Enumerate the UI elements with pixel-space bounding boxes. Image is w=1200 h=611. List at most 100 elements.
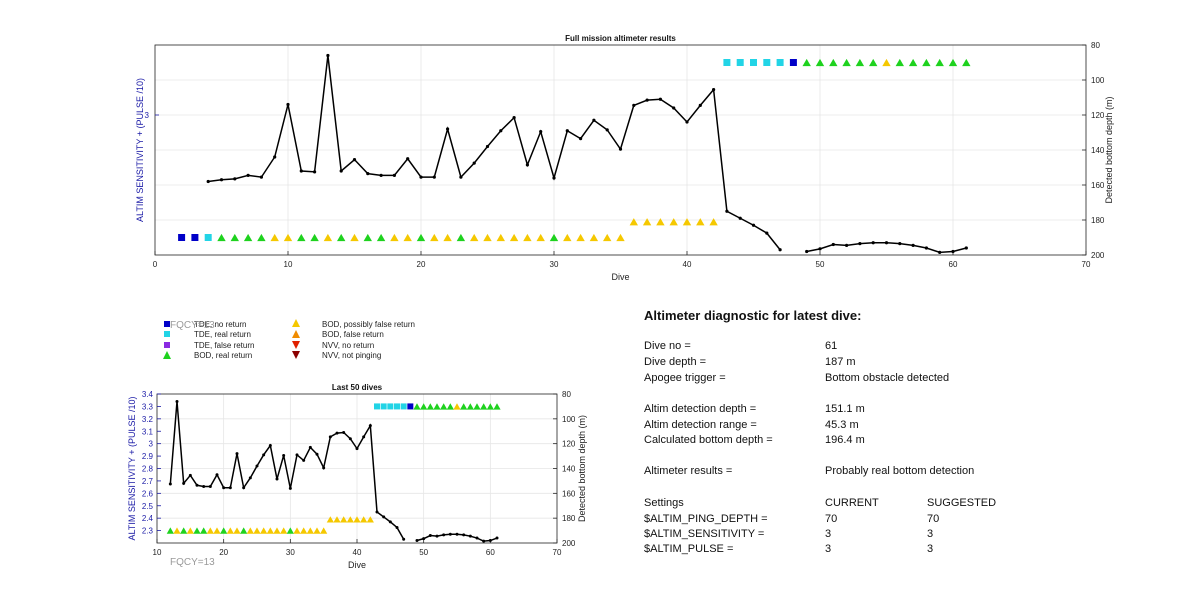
depth-point: [488, 539, 492, 543]
marker-bod-possibly-false: [353, 516, 361, 523]
x-tick-label: 10: [153, 548, 162, 557]
x-tick-label: 60: [486, 548, 495, 557]
right-axis-label: Detected bottom depth (m): [577, 415, 587, 522]
diag-label: Altimeter results =: [644, 465, 733, 477]
marker-tde-real-return: [736, 59, 744, 66]
marker-bod-real-return: [193, 527, 201, 534]
marker-bod-real-return: [486, 403, 494, 410]
right-tick-label: 140: [1091, 146, 1105, 155]
marker-tde-real-return: [763, 59, 771, 66]
depth-point: [698, 103, 702, 107]
marker-bod-possibly-false: [390, 233, 399, 242]
marker-bod-real-return: [420, 403, 428, 410]
marker-bod-possibly-false: [306, 527, 314, 534]
marker-tde-real-return: [394, 403, 400, 410]
setting-label: $ALTIM_PING_DEPTH =: [644, 513, 768, 525]
diag-value: 187 m: [825, 356, 856, 368]
diag-row-detection-depth: Altim detection depth = 151.1 m: [644, 403, 1184, 419]
setting-row-pulse: $ALTIM_PULSE = 3 3: [644, 543, 1184, 559]
depth-point: [286, 102, 290, 107]
depth-point: [898, 242, 902, 246]
right-tick-label: 80: [562, 390, 571, 399]
marker-bod-possibly-false: [186, 527, 194, 534]
marker-bod-real-return: [286, 527, 294, 534]
legend-symbol: [163, 351, 171, 359]
marker-bod-real-return: [240, 527, 248, 534]
depth-point: [432, 175, 436, 179]
depth-point: [313, 170, 317, 174]
depth-point: [605, 128, 609, 132]
depth-point: [455, 532, 459, 536]
suggested-header: SUGGESTED: [927, 497, 997, 509]
marker-bod-real-return: [220, 527, 228, 534]
left-tick-label: 2.6: [142, 489, 154, 498]
depth-point: [499, 129, 503, 133]
depth-point: [182, 481, 186, 485]
legend-symbol: [164, 331, 170, 337]
depth-point: [242, 486, 246, 490]
depth-point: [884, 241, 889, 245]
marker-bod-possibly-false: [642, 218, 652, 226]
marker-bod-possibly-false: [226, 527, 234, 534]
depth-point: [472, 161, 476, 165]
depth-point: [618, 147, 623, 151]
marker-bod-possibly-false: [313, 527, 321, 534]
diag-row-detection-range: Altim detection range = 45.3 m: [644, 419, 1184, 435]
marker-bod-real-return: [935, 58, 944, 67]
depth-point: [462, 533, 466, 537]
legend-label: TDE, no return: [194, 320, 247, 329]
fqcy-label: FQCY=13: [170, 557, 215, 568]
marker-bod-possibly-false: [430, 233, 439, 242]
depth-point: [248, 476, 252, 480]
marker-bod-real-return: [376, 233, 386, 242]
depth-point: [388, 520, 392, 524]
marker-bod-possibly-false: [233, 527, 241, 534]
x-tick-label: 20: [219, 548, 228, 557]
depth-point: [255, 464, 259, 468]
depth-point: [406, 157, 410, 161]
right-tick-label: 80: [1091, 41, 1100, 50]
depth-point: [379, 173, 383, 177]
diag-value: 61: [825, 340, 838, 352]
depth-point: [442, 533, 446, 537]
marker-bod-real-return: [426, 403, 434, 410]
depth-point: [188, 473, 192, 477]
marker-tde-no-return: [789, 59, 797, 66]
marker-bod-possibly-false: [346, 516, 354, 523]
marker-bod-possibly-false: [589, 233, 599, 242]
marker-bod-possibly-false: [213, 527, 221, 534]
marker-bod-possibly-false: [536, 233, 545, 242]
diag-row-apogee-trigger: Apogee trigger = Bottom obstacle detecte…: [644, 372, 1184, 388]
legend-symbol: [164, 342, 170, 348]
legend-label: BOD, real return: [194, 351, 253, 360]
marker-bod-real-return: [869, 58, 878, 67]
marker-bod-real-return: [908, 58, 918, 67]
marker-bod-real-return: [962, 58, 971, 67]
depth-point: [818, 247, 822, 251]
grid-lines: [154, 44, 1087, 256]
settings-header: Settings: [644, 497, 684, 509]
right-tick-label: 120: [1091, 111, 1105, 120]
marker-bod-possibly-false: [246, 527, 254, 534]
marker-tde-real-return: [374, 403, 380, 410]
marker-bod-real-return: [257, 233, 266, 242]
diag-label: Altim detection depth =: [644, 403, 757, 415]
diag-value: Probably real bottom detection: [825, 465, 975, 477]
marker-bod-real-return: [446, 403, 454, 410]
marker-bod-possibly-false: [443, 233, 452, 242]
depth-point: [539, 130, 543, 134]
legend-marker-triangle-down: [292, 351, 300, 359]
marker-bod-real-return: [180, 527, 188, 534]
x-tick-label: 70: [553, 548, 562, 557]
x-tick-label: 30: [550, 260, 559, 269]
setting-suggested: 3: [927, 528, 934, 540]
left-tick-label: 3.1: [142, 427, 154, 436]
marker-bod-possibly-false: [270, 233, 279, 242]
left-tick-label: 3: [149, 440, 154, 449]
diag-label: Altim detection range =: [644, 419, 757, 431]
marker-bod-real-return: [460, 403, 468, 410]
depth-point: [415, 539, 419, 543]
x-tick-label: 40: [683, 260, 692, 269]
depth-point: [282, 453, 286, 457]
depth-point: [592, 118, 596, 122]
